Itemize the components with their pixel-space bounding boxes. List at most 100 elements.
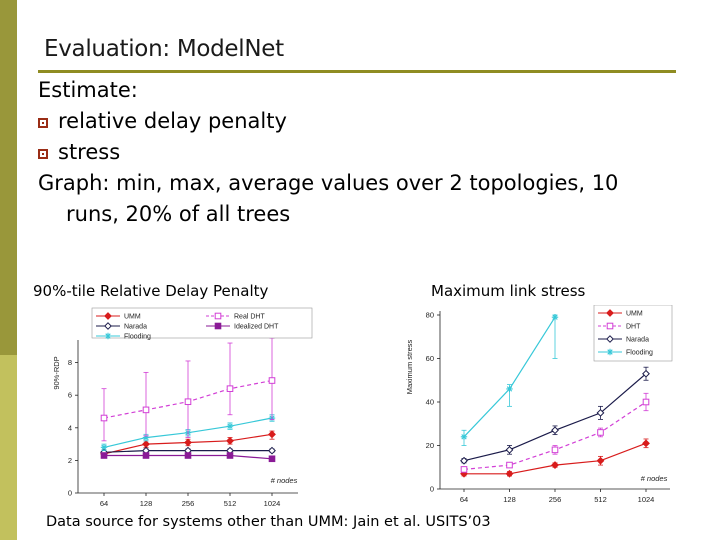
data-point <box>642 398 650 406</box>
data-point <box>642 439 650 448</box>
legend-marker <box>606 322 614 330</box>
y-tick-label: 8 <box>68 358 72 367</box>
data-point <box>268 446 276 455</box>
x-tick-label: 1024 <box>638 495 655 504</box>
side-bar <box>0 0 17 540</box>
legend-label: Real DHT <box>234 314 265 321</box>
legend-label: DHT <box>626 324 641 331</box>
bullet-item-stress: stress <box>38 137 718 168</box>
side-bar-dark <box>0 0 17 355</box>
legend-box <box>91 307 313 339</box>
series-real-dht <box>100 337 276 442</box>
series-line <box>463 401 647 470</box>
data-point <box>226 452 234 459</box>
data-point <box>184 398 192 406</box>
x-tick-label: 512 <box>594 495 607 504</box>
x-axis-label: # nodes <box>641 474 668 483</box>
body-line-graph-cont: runs, 20% of all trees <box>66 202 291 226</box>
data-point <box>142 440 150 449</box>
legend-marker <box>606 348 614 356</box>
legend: UMM Narada Flooding Real DHT Idealized DHT <box>91 307 313 341</box>
data-point <box>226 385 234 392</box>
x-tick-label: 256 <box>182 499 195 508</box>
data-point <box>551 461 559 469</box>
y-tick-label: 60 <box>426 354 434 363</box>
bullet-square-icon <box>38 118 48 128</box>
data-point <box>505 445 514 454</box>
x-tick-label: 128 <box>140 499 153 508</box>
side-bar-light <box>0 355 17 540</box>
chart-caption-rdp: 90%-tile Relative Delay Penalty <box>33 282 269 300</box>
data-point <box>597 429 604 436</box>
data-point <box>596 408 605 417</box>
legend-marker <box>606 335 614 343</box>
data-point <box>268 377 276 384</box>
data-point <box>184 452 192 459</box>
data-point <box>226 436 234 445</box>
data-point <box>142 434 150 441</box>
chart-caption-stress: Maximum link stress <box>431 282 586 300</box>
x-tick-label: 1024 <box>264 499 281 508</box>
legend: UMM DHT Narada Flooding <box>593 305 673 362</box>
y-tick-label: 0 <box>430 485 434 494</box>
x-tick-label: 512 <box>224 499 237 508</box>
series-dht <box>460 392 650 473</box>
data-point <box>460 433 468 440</box>
legend-label: UMM <box>626 311 643 318</box>
data-point <box>460 456 468 465</box>
x-axis-label: # nodes <box>271 476 298 485</box>
legend-label: Flooding <box>626 350 653 357</box>
chart-rdp: 0 2 4 6 8 64 128 256 512 1024 90%-RDP # nodes UMM Nar… <box>52 307 313 508</box>
body-text: Estimate: relative delay penalty stress … <box>38 75 718 230</box>
footer-source: Data source for systems other than UMM: … <box>46 514 491 530</box>
y-tick-label: 20 <box>426 441 434 450</box>
x-tick-label: 128 <box>503 495 516 504</box>
data-point <box>268 430 276 439</box>
data-point <box>268 455 276 463</box>
y-tick-label: 6 <box>68 391 72 400</box>
bullet-item-delay: relative delay penalty <box>38 106 718 137</box>
data-point <box>551 446 559 454</box>
data-point <box>142 406 150 414</box>
title-rule <box>38 70 676 73</box>
legend-marker <box>104 312 112 320</box>
y-tick-label: 40 <box>426 398 434 407</box>
data-point <box>184 438 192 447</box>
legend-label: Narada <box>626 337 649 344</box>
legend-marker <box>104 322 112 330</box>
legend-label: Narada <box>124 324 147 331</box>
legend-marker <box>214 312 222 320</box>
chart-stress: 0 20 40 60 80 64 128 256 512 1024 Maximum stress # … <box>405 305 673 504</box>
x-tick-label: 64 <box>460 495 468 504</box>
legend-label: UMM <box>124 314 141 321</box>
data-point <box>100 444 108 451</box>
data-point <box>100 452 108 459</box>
legend-label: Idealized DHT <box>234 324 279 331</box>
data-point <box>226 422 234 430</box>
data-point <box>142 452 150 459</box>
legend-marker <box>606 309 614 317</box>
y-axis-label: 90%-RDP <box>52 356 61 389</box>
x-tick-label: 64 <box>100 499 108 508</box>
y-tick-label: 80 <box>426 311 434 320</box>
y-axis-label: Maximum stress <box>405 339 414 394</box>
body-line-graph: Graph: min, max, average values over 2 t… <box>38 171 619 195</box>
data-point <box>506 461 513 469</box>
legend-marker <box>214 322 222 330</box>
y-tick-label: 2 <box>68 456 72 465</box>
series-narada <box>460 366 650 465</box>
body-line-estimate: Estimate: <box>38 78 138 102</box>
y-tick-label: 0 <box>68 489 72 498</box>
data-point <box>505 469 514 478</box>
series-flooding <box>460 313 559 446</box>
data-point <box>551 313 559 321</box>
legend-label: Flooding <box>124 334 151 341</box>
data-point <box>551 426 559 435</box>
data-point <box>642 369 650 378</box>
bullet-square-icon <box>38 149 48 159</box>
series-idealized-dht <box>100 452 276 463</box>
slide-title: Evaluation: ModelNet <box>44 36 284 62</box>
series-line <box>463 316 556 438</box>
data-point <box>596 456 605 465</box>
x-tick-label: 256 <box>549 495 562 504</box>
